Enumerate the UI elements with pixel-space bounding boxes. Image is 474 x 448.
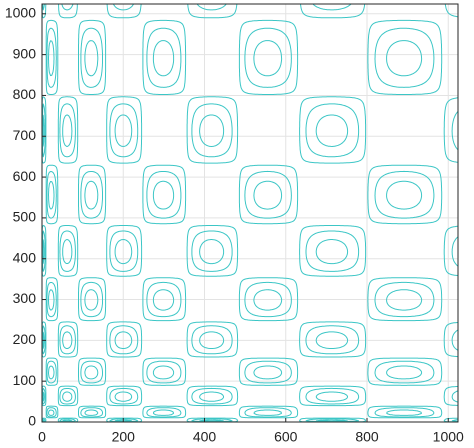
x-tick-label: 600 bbox=[274, 429, 298, 445]
axes: 0 200 400 600 800 1000 0 100 200 300 400 500 600 700 8… bbox=[5, 3, 464, 445]
contour-line bbox=[42, 40, 423, 422]
axes-box bbox=[41, 3, 459, 423]
x-tick-label: 200 bbox=[112, 429, 136, 445]
y-tick-label: 100 bbox=[13, 372, 37, 388]
x-tick-label: 400 bbox=[193, 429, 217, 445]
y-tick-label: 700 bbox=[13, 127, 37, 143]
x-tick-label: 800 bbox=[355, 429, 379, 445]
y-tick-label: 300 bbox=[13, 290, 37, 306]
contours bbox=[41, 3, 459, 423]
y-tick-label: 600 bbox=[13, 168, 37, 184]
y-tick-label: 1000 bbox=[5, 5, 36, 21]
y-tick-label: 400 bbox=[13, 249, 37, 265]
y-tick-label: 0 bbox=[28, 413, 36, 429]
y-tick-label: 900 bbox=[13, 45, 37, 61]
x-tick-label: 0 bbox=[38, 429, 46, 445]
grid bbox=[41, 4, 458, 423]
y-tick-label: 200 bbox=[13, 331, 37, 347]
y-tick-label: 800 bbox=[13, 86, 37, 102]
y-tick-label: 500 bbox=[13, 209, 37, 225]
x-tick-label: 1000 bbox=[433, 429, 464, 445]
